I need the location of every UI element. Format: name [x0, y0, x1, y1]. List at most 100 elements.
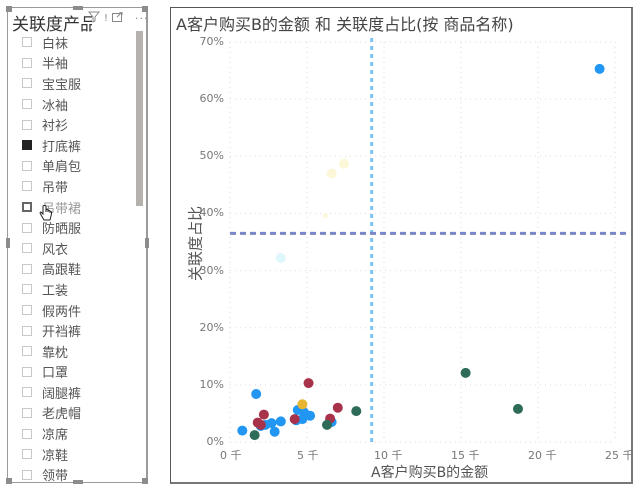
slicer-item[interactable]: 吊带	[8, 176, 136, 197]
checkbox[interactable]	[22, 305, 32, 316]
data-point[interactable]	[322, 419, 333, 430]
data-point[interactable]	[351, 406, 362, 417]
slicer-item-label: 打底裤	[42, 139, 82, 155]
x-tick-label: 0 千	[220, 449, 242, 462]
slicer-item-label: 老虎帽	[42, 407, 82, 423]
data-point[interactable]	[303, 378, 314, 389]
x-tick-label: 20 千	[528, 449, 557, 462]
data-point[interactable]	[275, 253, 286, 263]
checkbox[interactable]	[22, 119, 32, 130]
data-point[interactable]	[251, 389, 262, 399]
resize-handle-bottom[interactable]	[73, 480, 83, 484]
slicer-item-label: 半袖	[42, 57, 69, 73]
checkbox[interactable]	[22, 78, 32, 89]
chart-title: A客户购买B的金额 和 关联度占比(按 商品名称)	[176, 15, 514, 34]
y-tick-label: 50%	[199, 149, 224, 163]
slicer-visual[interactable]: 关联度产品 ! ··· 白袜 半袖 宝宝服 冰袖 衬衫 打底裤 单肩包 吊带 吊带裙 防晒服 风衣高…	[6, 6, 149, 484]
checkbox[interactable]	[22, 428, 32, 439]
slicer-item-label: 开裆裤	[42, 325, 82, 341]
resize-corner[interactable]	[6, 478, 12, 484]
data-point[interactable]	[258, 409, 269, 420]
data-point[interactable]	[297, 399, 308, 410]
x-tick-label: 25 千	[605, 449, 634, 462]
checkbox[interactable]	[22, 222, 32, 233]
data-point[interactable]	[275, 416, 286, 427]
data-point[interactable]	[326, 168, 337, 179]
checkbox[interactable]	[22, 263, 32, 274]
slicer-item[interactable]: 单肩包	[8, 156, 136, 177]
checkbox[interactable]	[22, 387, 32, 398]
slicer-item[interactable]: 假两件	[8, 300, 136, 321]
checkbox[interactable]	[22, 99, 32, 110]
slicer-item[interactable]: 冰袖	[8, 94, 136, 115]
checkbox[interactable]	[22, 469, 32, 480]
checkbox[interactable]	[22, 407, 32, 418]
slicer-item[interactable]: 防晒服	[8, 217, 136, 238]
slicer-item-label: 宝宝服	[42, 77, 82, 93]
plot-area[interactable]	[171, 8, 634, 485]
scrollbar-thumb[interactable]	[136, 31, 143, 206]
checkbox[interactable]	[22, 325, 32, 336]
checkbox[interactable]	[22, 449, 32, 460]
slicer-item-label: 风衣	[42, 242, 69, 258]
checkbox[interactable]	[22, 346, 32, 357]
filter-icon[interactable]	[87, 11, 101, 26]
checkbox[interactable]	[22, 181, 32, 192]
slicer-item[interactable]: 开裆裤	[8, 320, 136, 341]
data-point[interactable]	[266, 418, 277, 429]
checkbox[interactable]	[22, 366, 32, 377]
data-point[interactable]	[332, 402, 343, 413]
checkbox[interactable]	[22, 243, 32, 254]
x-tick-label: 10 千	[374, 449, 403, 462]
x-tick-label: 15 千	[451, 449, 480, 462]
checkbox[interactable]	[22, 160, 32, 171]
slicer-item-label: 高跟鞋	[42, 263, 82, 279]
resize-handle-top[interactable]	[73, 6, 83, 10]
data-point[interactable]	[305, 410, 316, 421]
resize-handle-right[interactable]	[145, 238, 149, 248]
data-point[interactable]	[594, 63, 605, 74]
y-tick-label: 20%	[199, 320, 224, 334]
data-point[interactable]	[237, 425, 248, 436]
data-point[interactable]	[289, 414, 300, 425]
data-point[interactable]	[460, 367, 471, 378]
checkbox[interactable]	[22, 202, 32, 213]
resize-handle-left[interactable]	[6, 238, 10, 248]
slicer-item[interactable]: 工装	[8, 279, 136, 300]
slicer-item[interactable]: 半袖	[8, 53, 136, 74]
checkbox[interactable]	[22, 284, 32, 295]
slicer-item[interactable]: 凉席	[8, 423, 136, 444]
slicer-item-label: 领带	[42, 469, 69, 482]
checkbox[interactable]	[22, 37, 32, 48]
scatter-chart[interactable]: A客户购买B的金额 和 关联度占比(按 商品名称) 关联度占比 A客户购买B的金…	[170, 7, 634, 485]
data-point[interactable]	[322, 213, 328, 219]
checkbox[interactable]	[22, 57, 32, 68]
more-options-icon[interactable]: ···	[135, 12, 149, 25]
resize-corner[interactable]	[142, 478, 148, 484]
slicer-item[interactable]: 领带	[8, 464, 136, 482]
slicer-item[interactable]: 打底裤	[8, 135, 136, 156]
scrollbar[interactable]	[135, 31, 143, 476]
data-point[interactable]	[249, 430, 260, 441]
data-point[interactable]	[269, 426, 280, 437]
slicer-item[interactable]: 阔腿裤	[8, 382, 136, 403]
resize-corner[interactable]	[6, 6, 12, 12]
data-point[interactable]	[255, 419, 266, 430]
slicer-item[interactable]: 高跟鞋	[8, 259, 136, 280]
slicer-item-label: 衬衫	[42, 119, 69, 135]
checkbox[interactable]	[22, 140, 32, 151]
slicer-item[interactable]: 风衣	[8, 238, 136, 259]
slicer-item[interactable]: 衬衫	[8, 114, 136, 135]
slicer-item-label: 吊带	[42, 180, 69, 196]
slicer-item[interactable]: 宝宝服	[8, 73, 136, 94]
slicer-item[interactable]: 白袜	[8, 32, 136, 53]
slicer-item[interactable]: 口罩	[8, 362, 136, 383]
slicer-item[interactable]: 靠枕	[8, 341, 136, 362]
data-point[interactable]	[338, 158, 349, 169]
data-point[interactable]	[512, 403, 523, 414]
focus-mode-icon[interactable]	[112, 11, 123, 25]
slicer-item[interactable]: 凉鞋	[8, 444, 136, 465]
resize-corner[interactable]	[142, 6, 148, 12]
slicer-item[interactable]: 老虎帽	[8, 403, 136, 424]
slicer-item[interactable]: 吊带裙	[8, 197, 136, 218]
